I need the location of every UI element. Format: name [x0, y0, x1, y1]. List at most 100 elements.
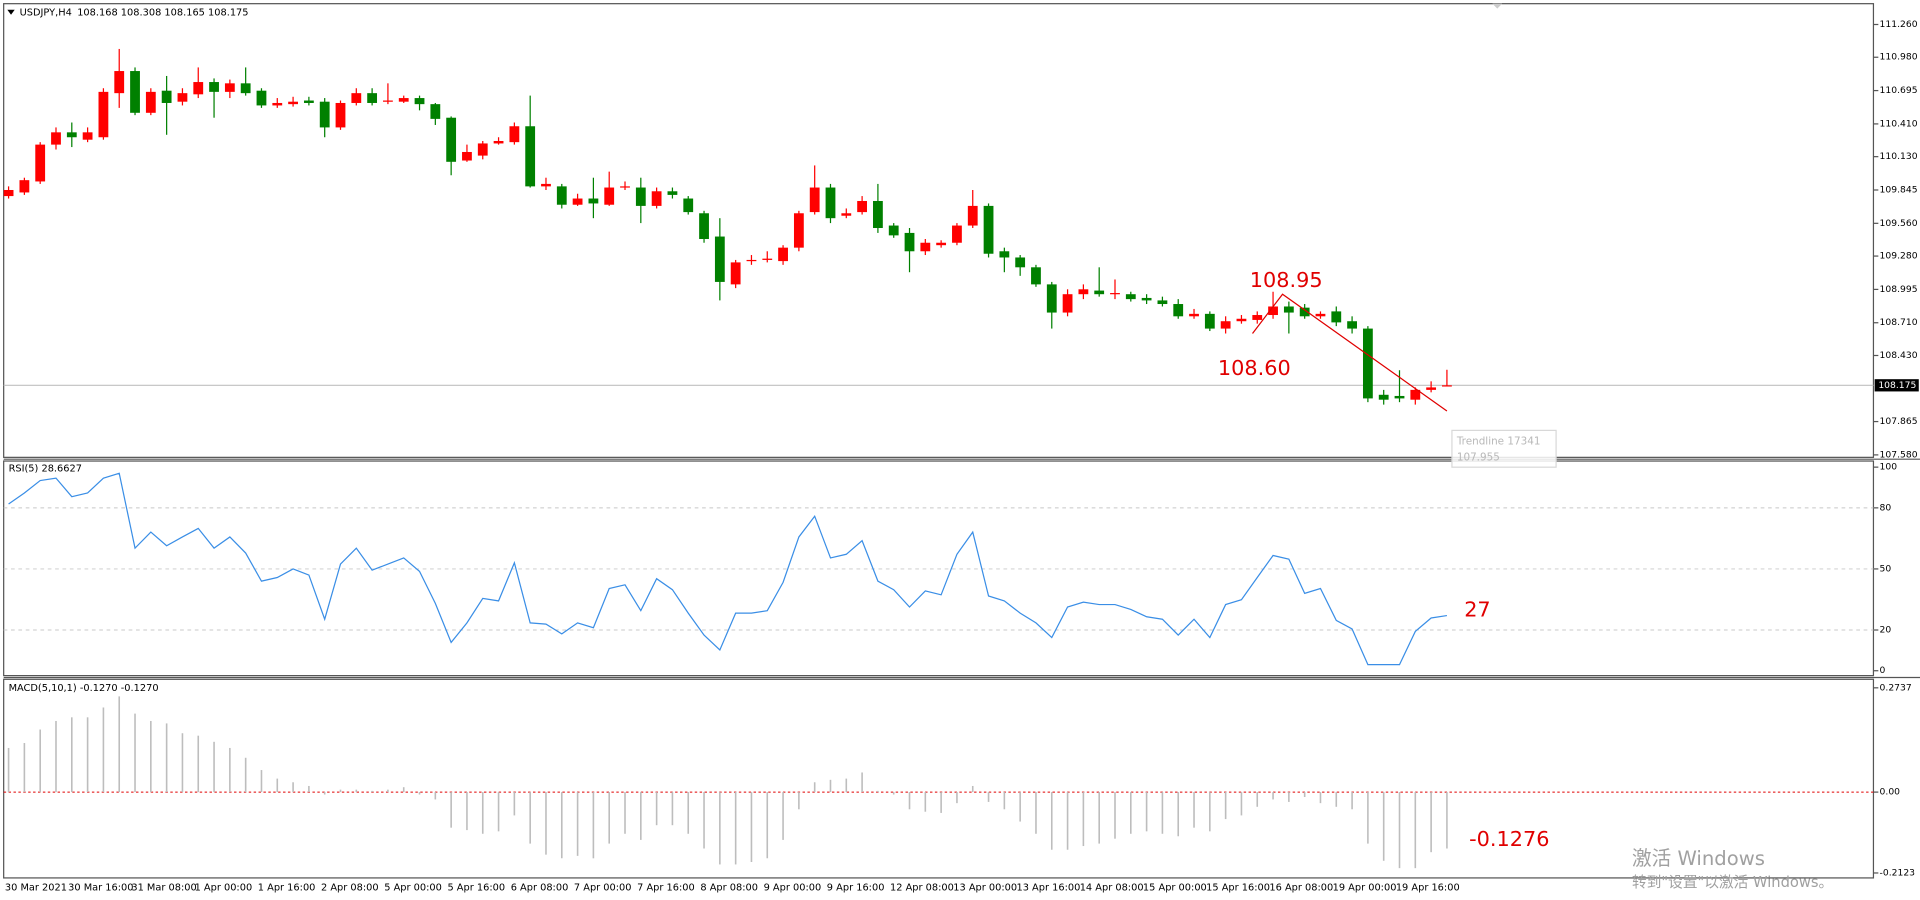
x-tick-label: 5 Apr 16:00 [447, 883, 505, 894]
y-tick-label: 109.280 [1880, 251, 1918, 262]
x-tick-label: 1 Apr 00:00 [195, 883, 253, 894]
candle-body [1252, 315, 1263, 320]
current-price-box [1874, 379, 1919, 392]
candle-body [161, 90, 172, 103]
candle-body [1220, 321, 1231, 329]
price-panel [3, 3, 1875, 458]
candle-body [509, 126, 520, 143]
rsi-title: RSI(5) 28.6627 [9, 463, 82, 474]
candle-body [1062, 294, 1073, 313]
candle-body [604, 187, 615, 205]
candle-body [1125, 294, 1136, 300]
candle-body [1442, 385, 1452, 387]
candle-body [1078, 289, 1089, 295]
candle-body [1331, 311, 1342, 323]
y-tick-label: 107.580 [1880, 449, 1918, 460]
candle-body [367, 93, 378, 103]
x-tick-label: 15 Apr 00:00 [1143, 883, 1207, 894]
candle-body [82, 132, 93, 140]
candle-body [857, 200, 868, 213]
price-annotation: 108.60 [1218, 356, 1291, 380]
candle-body [398, 98, 409, 102]
candle-body [1110, 293, 1120, 295]
candle-body [145, 91, 156, 113]
candle-body [714, 236, 725, 282]
y-tick-label: 50 [1880, 563, 1892, 574]
candle-body [462, 151, 472, 161]
candle-body [1347, 321, 1357, 329]
candle-body [351, 93, 362, 103]
candle-body [35, 144, 46, 182]
candle-body [1173, 304, 1184, 317]
y-tick-label: 110.130 [1880, 151, 1918, 162]
candle-body [888, 225, 899, 236]
chart-title: USDJPY,H4 [20, 7, 72, 18]
candle-body [1046, 284, 1057, 313]
tooltip-name: Trendline 17341 [1456, 435, 1541, 447]
trendline-tooltip [1451, 429, 1557, 468]
y-tick-label: 80 [1880, 502, 1892, 513]
candle-body [193, 82, 204, 95]
x-tick-label: 13 Apr 16:00 [1016, 883, 1080, 894]
candle-body [19, 180, 30, 193]
y-tick-label: -0.2123 [1880, 867, 1916, 878]
y-tick-label: 111.260 [1880, 19, 1918, 30]
candle-body [335, 102, 346, 128]
candle-body [272, 102, 283, 106]
x-tick-label: 19 Apr 00:00 [1333, 883, 1397, 894]
candle-body [1362, 328, 1373, 399]
candle-body [1378, 394, 1389, 400]
watermark: 激活 Windows [1632, 847, 1765, 870]
candle-body [699, 213, 709, 239]
y-tick-label: 108.995 [1880, 284, 1918, 295]
x-tick-label: 31 Mar 08:00 [131, 883, 196, 894]
candle-body [319, 101, 330, 128]
candle-body [1031, 267, 1041, 285]
candle-body [841, 213, 852, 216]
x-tick-label: 30 Mar 16:00 [68, 883, 133, 894]
candle-body [983, 205, 994, 254]
candle-body [1410, 389, 1421, 400]
y-tick-label: 0 [1880, 665, 1886, 676]
symbol-menu-arrow[interactable] [7, 9, 15, 15]
candle-body [493, 140, 504, 144]
y-tick-label: 109.845 [1880, 184, 1918, 195]
candle-body [920, 242, 931, 252]
candle-body [572, 198, 583, 205]
rsi-line [8, 472, 1448, 666]
y-tick-label: 109.560 [1880, 218, 1918, 229]
ohlc-readout: 108.168 108.308 108.165 108.175 [77, 7, 248, 18]
macd-title: MACD(5,10,1) -0.1270 -0.1270 [9, 683, 159, 694]
candle-body [303, 100, 314, 103]
candle-body [556, 186, 567, 205]
candle-body [430, 104, 441, 119]
candle-body [1204, 313, 1215, 329]
candle-body [383, 100, 393, 102]
rsi-annotation: 27 [1464, 598, 1491, 622]
x-tick-label: 5 Apr 00:00 [384, 883, 442, 894]
x-tick-label: 16 Apr 08:00 [1269, 883, 1333, 894]
shift-marker [1492, 3, 1503, 9]
candle-body [620, 186, 630, 188]
candle-body [651, 191, 662, 206]
candle-body [256, 90, 267, 106]
price-annotation: 108.95 [1250, 268, 1323, 292]
candle-body [809, 187, 820, 213]
candle-body [667, 191, 678, 195]
y-tick-label: 108.430 [1880, 350, 1918, 361]
candle-body [967, 205, 978, 226]
candle-body [825, 187, 836, 219]
x-tick-label: 6 Apr 08:00 [511, 883, 569, 894]
x-tick-label: 15 Apr 16:00 [1206, 883, 1270, 894]
candle-body [730, 262, 741, 285]
candle-body [1299, 307, 1310, 317]
candle-body [51, 132, 61, 145]
x-tick-label: 12 Apr 08:00 [890, 883, 954, 894]
x-tick-label: 9 Apr 00:00 [764, 883, 822, 894]
candle-body [240, 83, 251, 94]
candle-body [3, 189, 14, 197]
candle-body [683, 198, 694, 213]
candle-body [904, 232, 915, 252]
candle-body [1094, 290, 1105, 295]
